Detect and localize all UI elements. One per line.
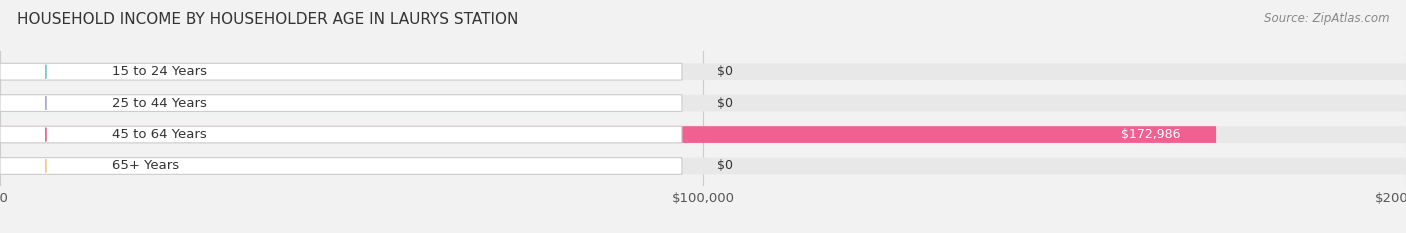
FancyBboxPatch shape — [0, 126, 682, 143]
Text: $0: $0 — [717, 159, 733, 172]
Text: 45 to 64 Years: 45 to 64 Years — [112, 128, 207, 141]
FancyBboxPatch shape — [0, 95, 1406, 111]
FancyBboxPatch shape — [0, 126, 1406, 143]
Text: 25 to 44 Years: 25 to 44 Years — [112, 97, 207, 110]
Text: $0: $0 — [717, 65, 733, 78]
Text: $172,986: $172,986 — [1122, 128, 1181, 141]
Text: Source: ZipAtlas.com: Source: ZipAtlas.com — [1264, 12, 1389, 25]
Text: HOUSEHOLD INCOME BY HOUSEHOLDER AGE IN LAURYS STATION: HOUSEHOLD INCOME BY HOUSEHOLDER AGE IN L… — [17, 12, 519, 27]
Text: $0: $0 — [717, 97, 733, 110]
Text: 65+ Years: 65+ Years — [112, 159, 180, 172]
Text: 15 to 24 Years: 15 to 24 Years — [112, 65, 208, 78]
FancyBboxPatch shape — [0, 63, 1406, 80]
FancyBboxPatch shape — [0, 63, 682, 80]
FancyBboxPatch shape — [0, 158, 682, 174]
FancyBboxPatch shape — [0, 95, 682, 111]
FancyBboxPatch shape — [0, 158, 1406, 174]
FancyBboxPatch shape — [0, 126, 1216, 143]
